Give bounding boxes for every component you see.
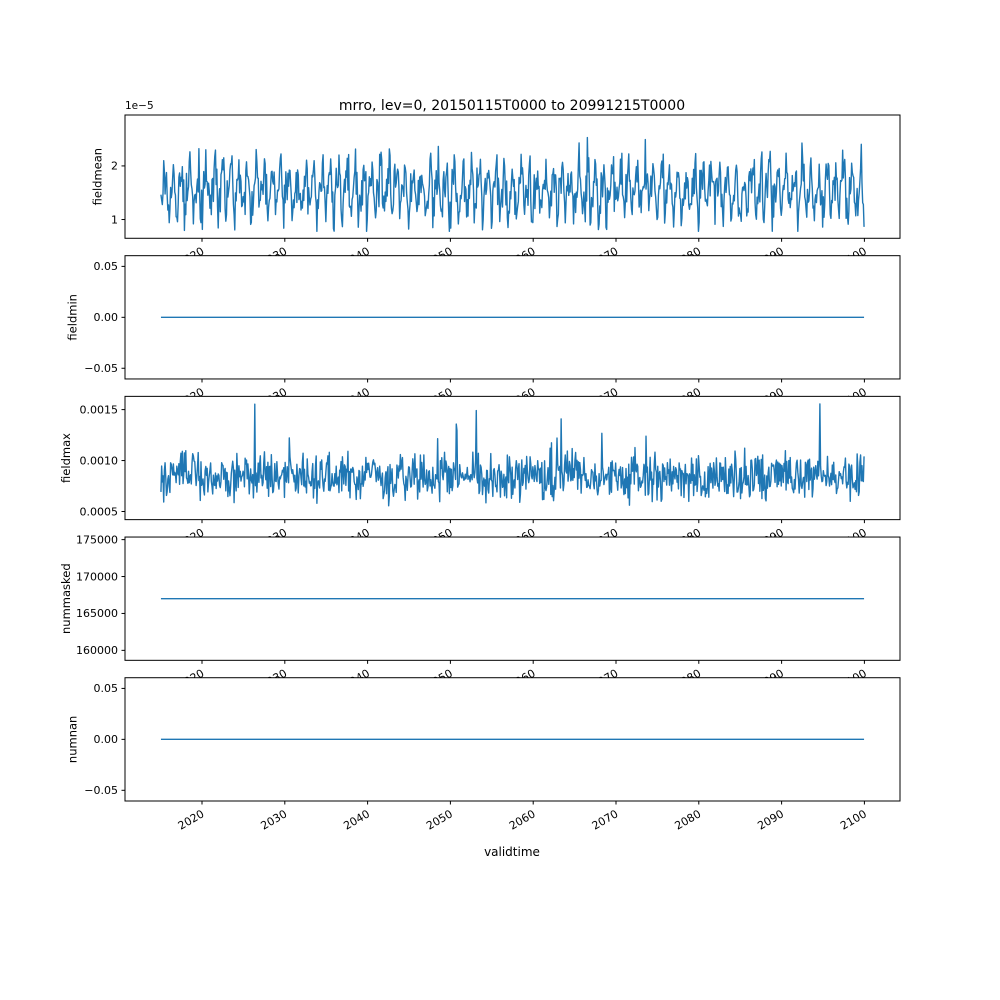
y-axis-title: numnan [66, 716, 80, 763]
series-line [160, 136, 865, 233]
plot-frame [124, 114, 901, 239]
y-tick-label: 0.00 [94, 733, 119, 746]
y-tick-label: 0.0010 [80, 454, 119, 467]
chart-title: mrro, lev=0, 20150115T0000 to 20991215T0… [339, 98, 685, 114]
plot-frame [124, 395, 901, 521]
plot-background [125, 396, 900, 520]
y-axis-offset-text: 1e−5 [125, 100, 154, 112]
y-tick-label: 0.05 [94, 260, 119, 273]
y-tick-label: 175000 [76, 533, 118, 546]
y-axis-title: fieldmax [59, 433, 73, 483]
subplot-nummasked: 1600001650001700001750002020203020402050… [59, 533, 901, 692]
y-tick-label: 2 [111, 160, 118, 173]
y-tick-label: 0.00 [94, 311, 119, 324]
y-axis-title: fieldmin [66, 294, 80, 341]
y-tick-label: 160000 [76, 644, 118, 657]
y-tick-label: 170000 [76, 570, 118, 583]
x-tick-label: 2090 [755, 807, 786, 832]
subplots-group: 1 2 2020 2030 2040 2050 2060 2070 2080 2090 2100 fi… [59, 100, 901, 833]
plot-frame [124, 536, 901, 661]
y-axis-title: fieldmean [91, 148, 105, 205]
y-tick-label: 0.05 [94, 682, 119, 695]
x-tick-label: 2100 [838, 807, 869, 832]
y-tick-label: −0.05 [84, 784, 118, 797]
subplot-fieldmax: 0.00050.00100.00152020203020402050206020… [59, 395, 901, 551]
x-tick-label: 2070 [590, 807, 621, 832]
y-tick-label: 1 [111, 213, 118, 226]
y-axis-title: nummasked [59, 563, 73, 634]
subplot-numnan: −0.05 0.00 0.05 2020 2030 2040 2050 2060 2070 208… [66, 677, 901, 833]
x-tick-label: 2060 [507, 807, 538, 832]
x-tick-label: 2080 [673, 807, 704, 832]
subplot-fieldmin: −0.050.000.05202020302040205020602070208… [66, 255, 901, 411]
y-tick-label: 165000 [76, 607, 118, 620]
subplot-fieldmean: 12202020302040205020602070208020902100fi… [91, 100, 901, 270]
x-tick-label: 2040 [341, 807, 372, 832]
x-tick-label: 2020 [176, 807, 207, 832]
y-tick-label: −0.05 [84, 362, 118, 375]
series-line [160, 403, 865, 507]
x-tick-label: 2050 [424, 807, 455, 832]
x-tick-label: 2030 [259, 807, 290, 832]
x-axis-label: validtime [484, 845, 540, 859]
y-tick-label: 0.0005 [80, 505, 119, 518]
y-tick-label: 0.0015 [80, 403, 119, 416]
